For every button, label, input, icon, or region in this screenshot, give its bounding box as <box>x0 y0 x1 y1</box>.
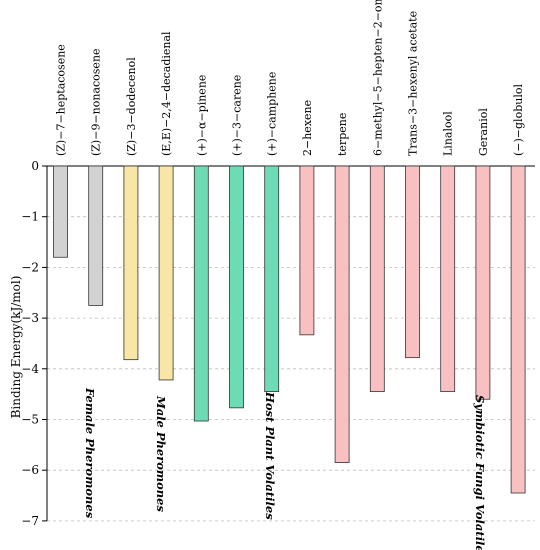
group-labels: Female Pheromones Male Pheromones Host Pla… <box>83 387 487 550</box>
bar <box>123 165 139 361</box>
y-tick-label: −2 <box>21 260 39 274</box>
bar <box>299 165 315 336</box>
bar <box>334 165 350 463</box>
bars <box>53 165 526 494</box>
x-tick-label: Trans−3−hexenyl acetate <box>407 11 420 156</box>
y-tick-label: −6 <box>21 463 39 477</box>
y-tick-label: −4 <box>21 362 39 376</box>
bar <box>510 165 526 494</box>
x-tick-label: (Z)−3−dodecenol <box>125 57 138 156</box>
x-tick-label: (Z)−7−heptacosene <box>55 44 68 156</box>
y-tick-label: −5 <box>21 413 39 427</box>
bar <box>88 165 104 306</box>
y-axis-title: Binding Energy(kJ/mol) <box>9 276 23 419</box>
y-tick-label: −1 <box>21 210 39 224</box>
gridlines <box>47 216 535 522</box>
bar <box>405 165 420 359</box>
x-tick-label: Linalool <box>442 111 455 156</box>
bar <box>53 165 68 258</box>
bar <box>440 165 456 393</box>
x-tick-label: terpene <box>336 113 349 156</box>
y-tick-label: −7 <box>21 514 39 528</box>
y-tick-label: 0 <box>31 159 39 173</box>
group-label: Male Pheromones <box>154 395 168 512</box>
bar <box>475 165 491 400</box>
bar <box>229 165 244 409</box>
bar <box>369 165 385 393</box>
y-tick-label: −3 <box>21 311 39 325</box>
x-tick-label: 2−hexene <box>301 100 314 156</box>
group-label: Female Pheromones <box>83 387 97 519</box>
x-tick-label: 6−methyl−5−hepten−2−one <box>371 0 384 156</box>
bar <box>158 165 174 381</box>
x-tick-label: (+)−3−carene <box>231 75 244 156</box>
group-label: Symbiotic Fungi Volatiles <box>473 395 487 550</box>
x-tick-label: Geraniol <box>477 108 490 156</box>
x-tick-label: (+)−camphene <box>266 72 279 156</box>
x-tick-label: (−)−globulol <box>512 84 525 156</box>
bar <box>264 165 280 393</box>
group-label: Host Plant Volatiles <box>263 391 277 520</box>
x-tick-label: (E,E)−2,4−decadienal <box>160 31 173 156</box>
category-labels: (Z)−7−heptacosene (Z)−9−nonacosene (Z)−3−d… <box>55 0 526 156</box>
bar <box>193 165 209 422</box>
x-tick-label: (Z)−9−nonacosene <box>90 48 103 156</box>
x-tick-label: (+)−α−pinene <box>195 75 208 156</box>
